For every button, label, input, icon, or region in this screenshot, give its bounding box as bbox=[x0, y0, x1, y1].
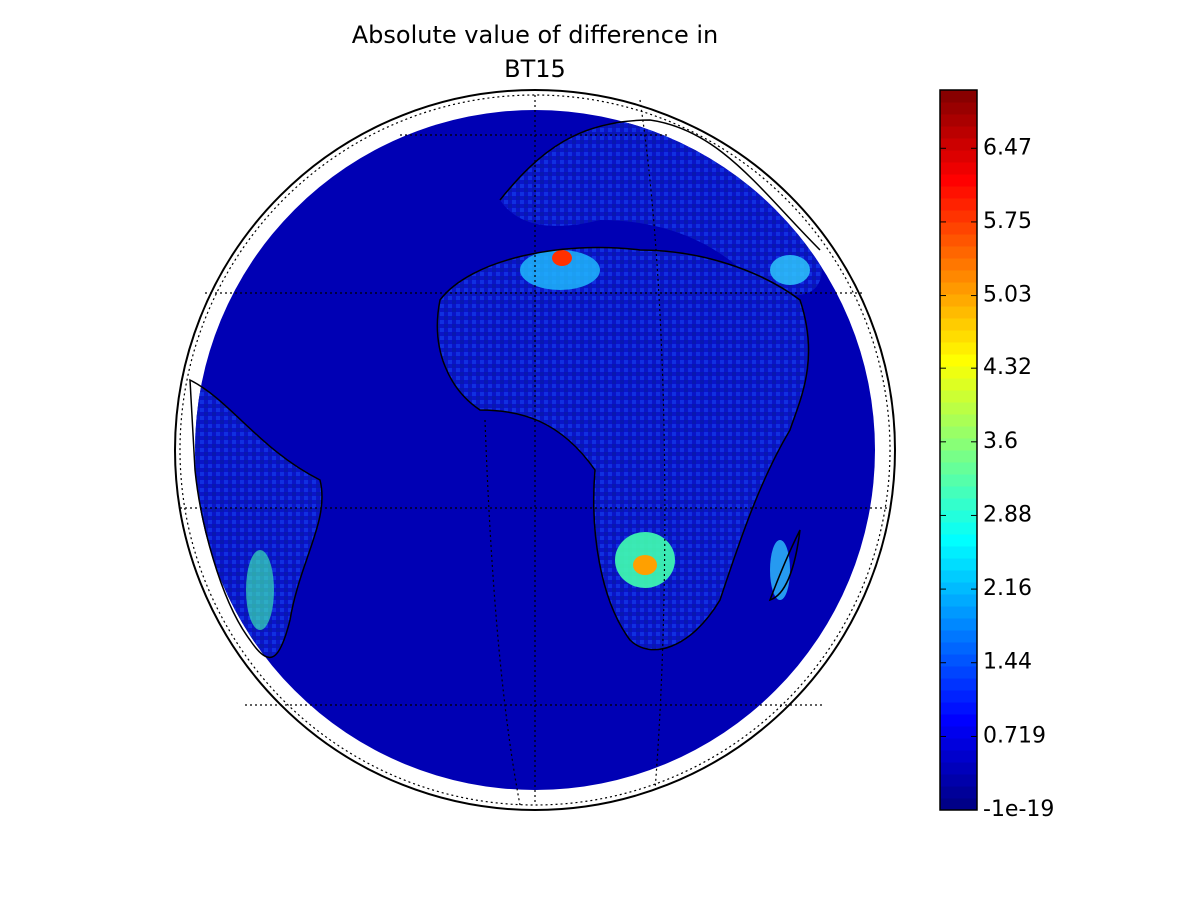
tick-label: 2.88 bbox=[983, 502, 1032, 527]
colorbar-step bbox=[940, 150, 977, 163]
colorbar-step bbox=[940, 234, 977, 247]
land-data bbox=[195, 120, 822, 658]
colorbar-step bbox=[940, 102, 977, 115]
tick-label: 1.44 bbox=[983, 650, 1032, 675]
colorbar-step bbox=[940, 750, 977, 763]
colorbar-step bbox=[940, 366, 977, 379]
title-line: Absolute value of difference in bbox=[352, 21, 718, 49]
colorbar-step bbox=[940, 294, 977, 307]
colorbar-step bbox=[940, 666, 977, 679]
colorbar-step bbox=[940, 558, 977, 571]
hotspot bbox=[770, 255, 810, 285]
tick-label: 6.47 bbox=[983, 135, 1032, 160]
colorbar-step bbox=[940, 282, 977, 295]
colorbar-step bbox=[940, 258, 977, 271]
colorbar-step bbox=[940, 486, 977, 499]
colorbar-step bbox=[940, 246, 977, 259]
hotspot bbox=[246, 550, 274, 630]
africa bbox=[437, 247, 809, 650]
colorbar-step bbox=[940, 690, 977, 703]
colorbar-step bbox=[940, 630, 977, 643]
colorbar-step bbox=[940, 138, 977, 151]
tick-label: 0.719 bbox=[983, 723, 1046, 748]
colorbar-step bbox=[940, 378, 977, 391]
tick-label: -1e-19 bbox=[983, 797, 1054, 822]
colorbar-step bbox=[940, 174, 977, 187]
colorbar-step bbox=[940, 390, 977, 403]
colorbar-step bbox=[940, 126, 977, 139]
colorbar-step bbox=[940, 594, 977, 607]
colorbar-step bbox=[940, 714, 977, 727]
colorbar-step bbox=[940, 774, 977, 787]
map-boundary bbox=[174, 89, 896, 811]
colorbar-step bbox=[940, 738, 977, 751]
europe bbox=[500, 120, 822, 296]
colorbar-step bbox=[940, 426, 977, 439]
hotspot bbox=[552, 250, 572, 266]
colorbar-step bbox=[940, 210, 977, 223]
colorbar-step bbox=[940, 798, 977, 811]
colorbar-step bbox=[940, 318, 977, 331]
colorbar-step bbox=[940, 198, 977, 211]
hotspot bbox=[633, 555, 657, 575]
colorbar-step bbox=[940, 642, 977, 655]
colorbar-step bbox=[940, 450, 977, 463]
graticule bbox=[179, 94, 891, 806]
colorbar-step bbox=[940, 270, 977, 283]
colorbar-step bbox=[940, 786, 977, 799]
globe bbox=[174, 89, 896, 811]
colorbar-step bbox=[940, 306, 977, 319]
colorbar: -1e-19 0.719 1.44 2.16 2.88 3.6 4.32 5.03 5.75 6.… bbox=[939, 89, 1054, 822]
hotspot bbox=[520, 250, 600, 290]
tick-label: 2.16 bbox=[983, 576, 1032, 601]
colorbar-step bbox=[940, 618, 977, 631]
colorbar-frame bbox=[939, 89, 978, 811]
colorbar-step bbox=[940, 438, 977, 451]
tick-label: 5.03 bbox=[983, 283, 1032, 308]
colorbar-step bbox=[940, 726, 977, 739]
colorbar-step bbox=[940, 702, 977, 715]
colorbar-step bbox=[940, 606, 977, 619]
colorbar-step bbox=[940, 354, 977, 367]
colorbar-step bbox=[940, 414, 977, 427]
colorbar-step bbox=[940, 222, 977, 235]
colorbar-step bbox=[940, 522, 977, 535]
colorbar-step bbox=[940, 510, 977, 523]
colorbar-step bbox=[940, 570, 977, 583]
title-line: BT15 bbox=[504, 55, 566, 83]
tick-label: 5.75 bbox=[983, 209, 1032, 234]
colorbar-step bbox=[940, 114, 977, 127]
colorbar-step bbox=[940, 162, 977, 175]
south-america bbox=[195, 380, 322, 658]
colorbar-step bbox=[940, 402, 977, 415]
colorbar-step bbox=[940, 582, 977, 595]
coastlines bbox=[189, 119, 821, 659]
colorbar-step bbox=[940, 474, 977, 487]
tick-label: 3.6 bbox=[983, 429, 1018, 454]
colorbar-step bbox=[940, 678, 977, 691]
colorbar-step bbox=[940, 462, 977, 475]
colorbar-step bbox=[940, 762, 977, 775]
colorbar-step bbox=[940, 654, 977, 667]
colorbar-step bbox=[940, 330, 977, 343]
colorbar-step bbox=[940, 534, 977, 547]
colorbar-step bbox=[940, 546, 977, 559]
colorbar-step bbox=[940, 90, 977, 103]
colorbar-step bbox=[940, 342, 977, 355]
tick-label: 4.32 bbox=[983, 355, 1032, 380]
colorbar-step bbox=[940, 186, 977, 199]
colorbar-step bbox=[940, 498, 977, 511]
